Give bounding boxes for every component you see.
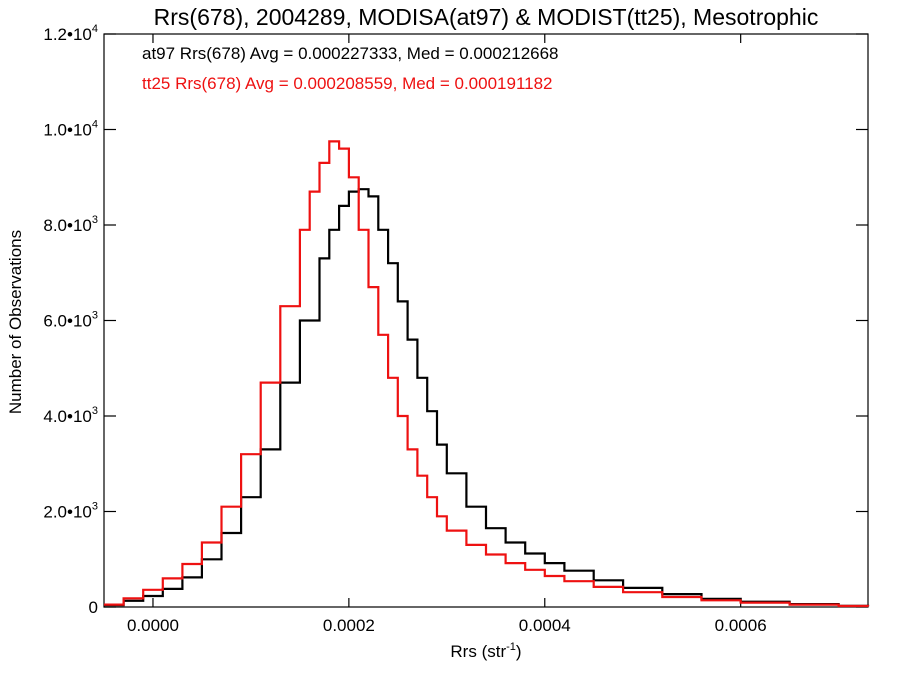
series-1-step-line [104, 140, 870, 608]
y-tick-base: 0 [89, 598, 98, 617]
y-tick-label: 1.2•104 [43, 23, 98, 44]
stats-annotation-0: at97 Rrs(678) Avg = 0.000227333, Med = 0… [142, 44, 559, 63]
y-tick-base: 6.0•10 [43, 312, 92, 331]
y-axis: 02.0•1034.0•1036.0•1038.0•1031.0•1041.2•… [43, 23, 868, 617]
x-tick-label: 0.0006 [715, 616, 767, 635]
y-tick-exponent: 3 [92, 405, 98, 417]
x-tick-label: 0.0002 [323, 616, 375, 635]
y-axis-label: Number of Observations [6, 230, 25, 414]
y-tick-label: 4.0•103 [43, 405, 98, 426]
x-tick-label: 0.0000 [127, 616, 179, 635]
series-layer [104, 140, 870, 608]
y-tick-base: 1.0•10 [43, 121, 92, 140]
x-label-exponent: -1 [506, 641, 516, 653]
series-0-step-line [104, 188, 870, 607]
y-tick-label: 6.0•103 [43, 310, 98, 331]
y-tick-exponent: 4 [92, 119, 98, 131]
y-tick-base: 2.0•10 [43, 503, 92, 522]
y-tick-label: 8.0•103 [43, 214, 98, 235]
y-tick-base: 8.0•10 [43, 216, 92, 235]
x-tick-label: 0.0004 [519, 616, 571, 635]
y-tick-exponent: 4 [92, 23, 98, 35]
x-axis: 0.0000 0.0002 0.0004 0.0006 [127, 34, 767, 635]
y-tick-exponent: 3 [92, 501, 98, 513]
x-axis-label: Rrs (str-1) [450, 641, 521, 661]
x-label-base: Rrs (str [450, 642, 506, 661]
chart-title: Rrs(678), 2004289, MODISA(at97) & MODIST… [154, 4, 819, 30]
y-tick-label: 0 [89, 598, 98, 617]
stats-annotation-1: tt25 Rrs(678) Avg = 0.000208559, Med = 0… [142, 74, 553, 93]
y-tick-label: 1.0•104 [43, 119, 98, 140]
x-label-end: ) [516, 642, 522, 661]
y-tick-label: 2.0•103 [43, 501, 98, 522]
y-tick-exponent: 3 [92, 310, 98, 322]
legend-annotations: at97 Rrs(678) Avg = 0.000227333, Med = 0… [142, 44, 559, 93]
y-tick-exponent: 3 [92, 214, 98, 226]
y-tick-base: 4.0•10 [43, 407, 92, 426]
y-tick-base: 1.2•10 [43, 25, 92, 44]
